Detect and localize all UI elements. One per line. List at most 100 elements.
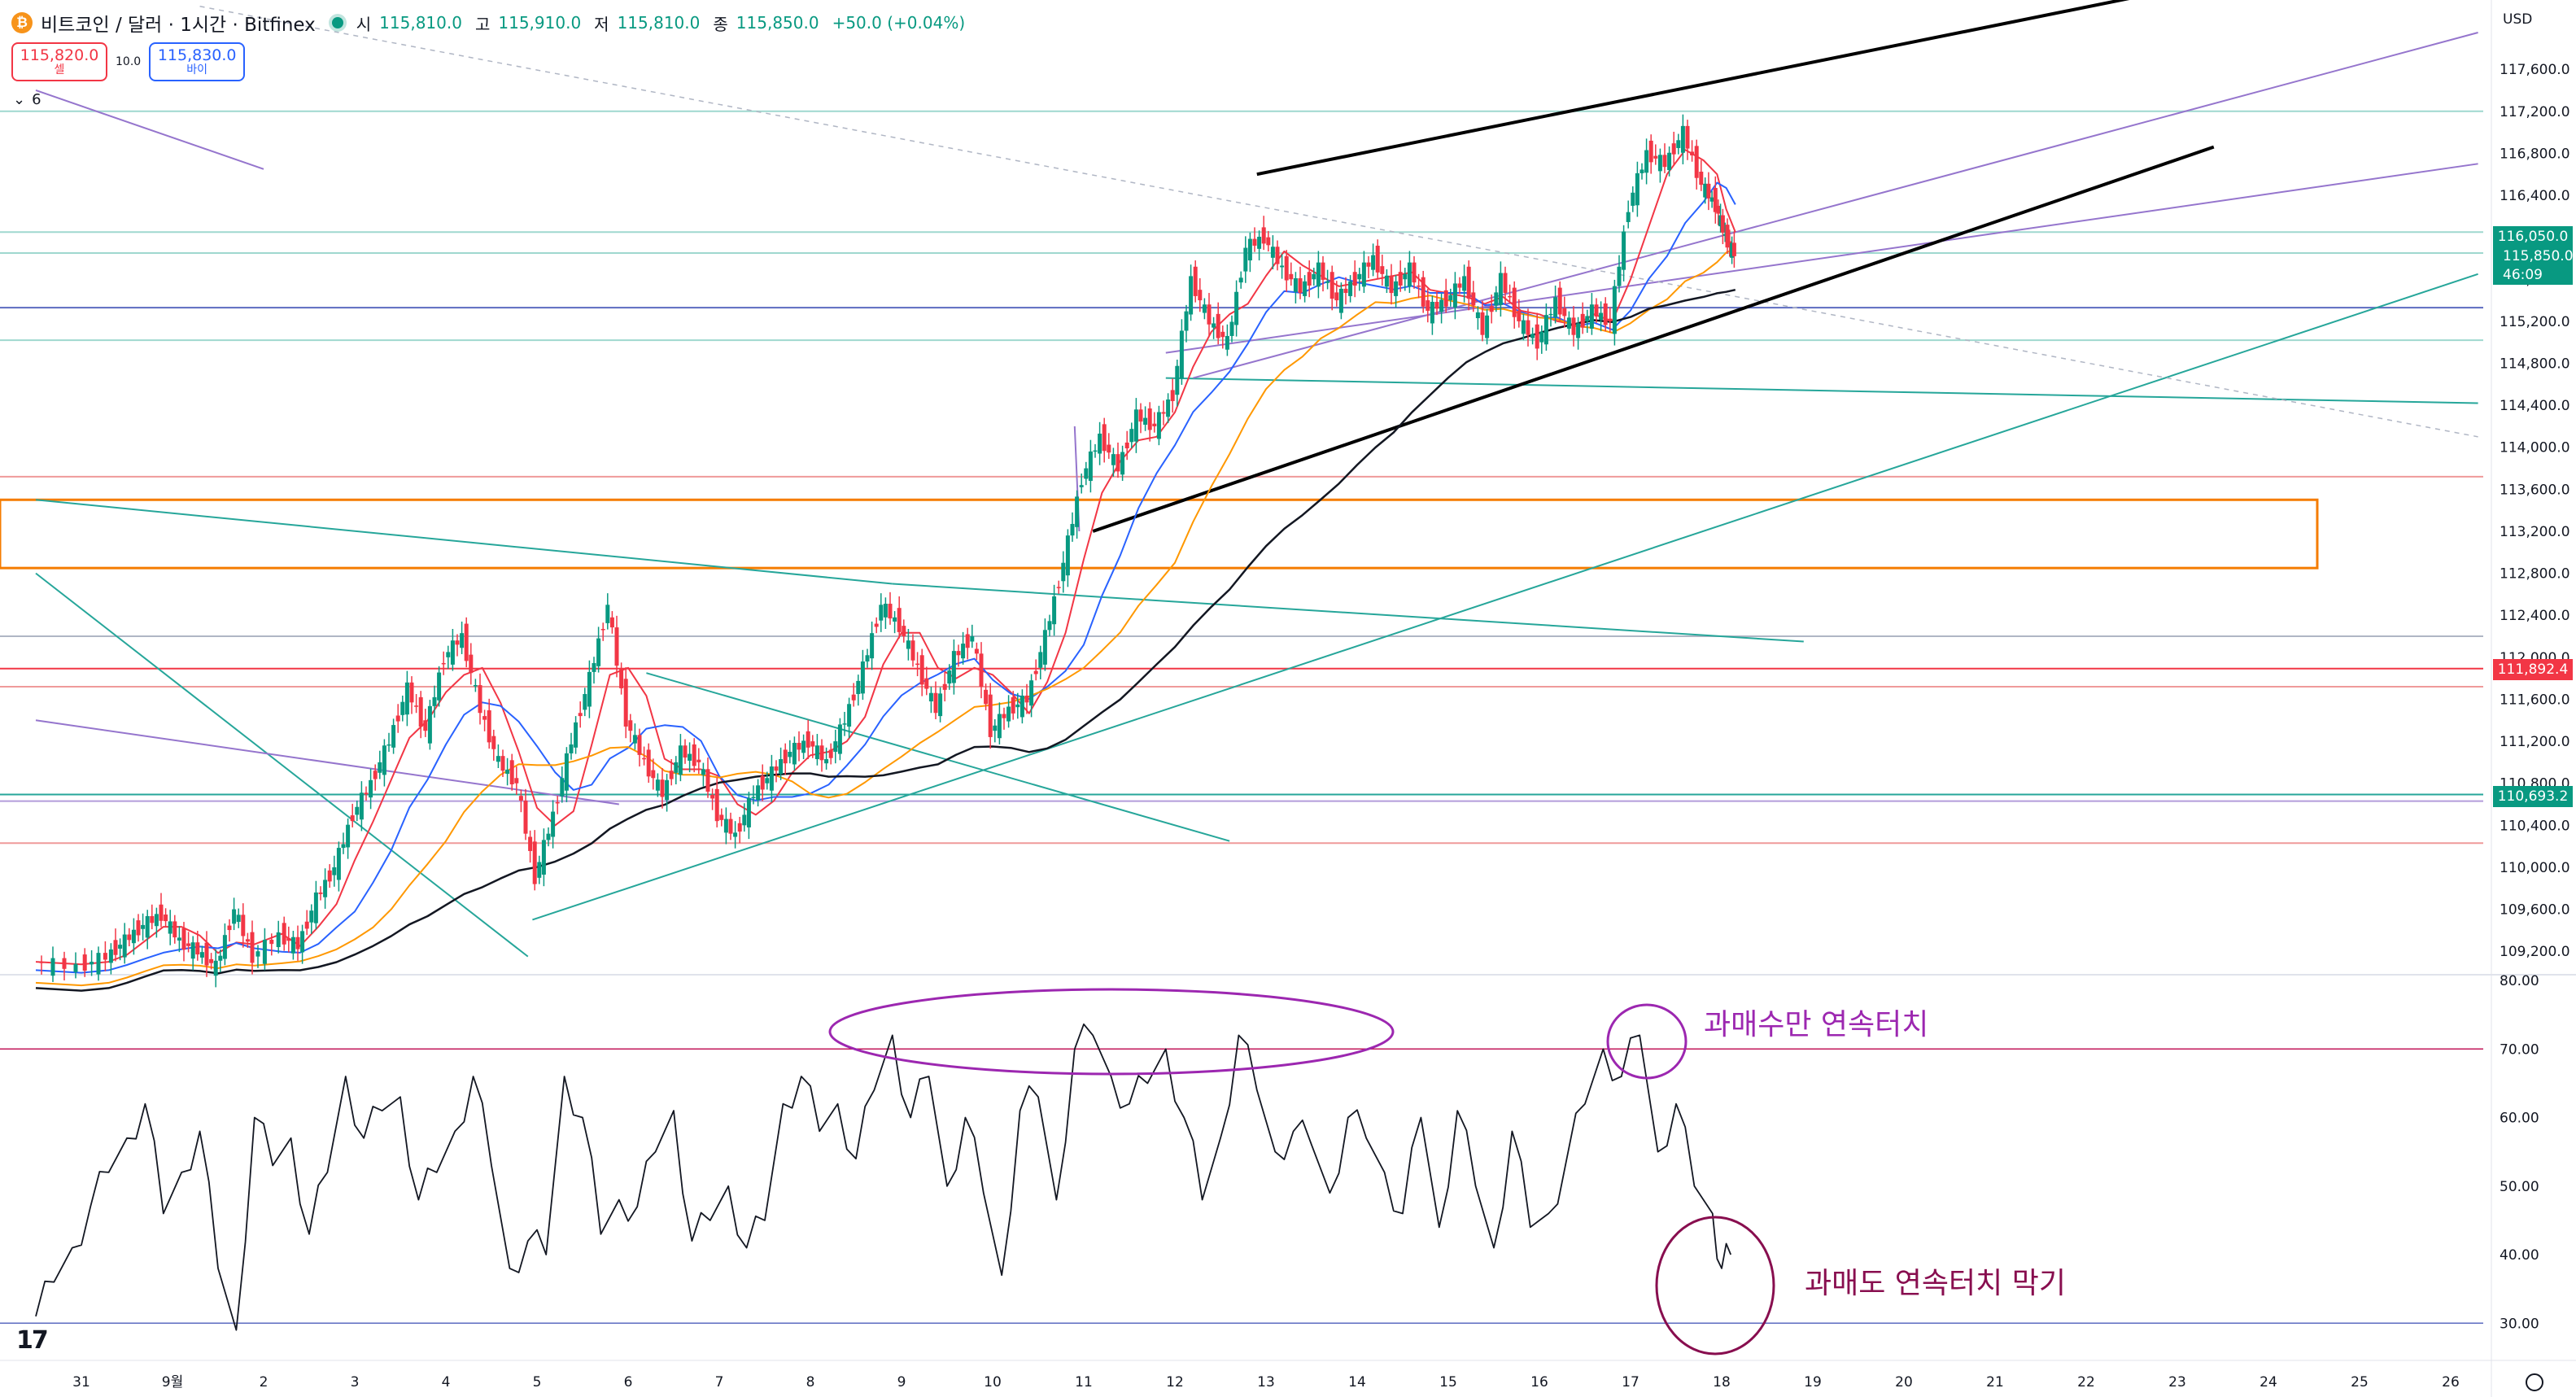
candle-body — [819, 745, 824, 761]
candle-body — [1426, 300, 1430, 311]
trendline-upper-black — [1256, 0, 2130, 177]
trendline-teal-rising — [532, 273, 2478, 921]
candle-body — [1212, 323, 1216, 328]
candle-body — [646, 749, 651, 777]
time-axis-label: 18 — [1713, 1374, 1731, 1390]
candle-body — [614, 627, 619, 666]
open-label: 시 — [356, 14, 372, 34]
candle-body — [870, 633, 875, 659]
candle-body — [1535, 324, 1539, 349]
candle-body — [1517, 310, 1522, 321]
candle-body — [1084, 468, 1089, 479]
candle-body — [355, 806, 360, 815]
candle-body — [1198, 290, 1203, 301]
oversold-ellipse — [1655, 1216, 1775, 1356]
candle-body — [1111, 454, 1116, 465]
candle-body — [765, 778, 770, 784]
trendline-teal-flat — [1165, 377, 2478, 404]
annotation-oversold: 과매도 연속터치 막기 — [1805, 1267, 2066, 1300]
price-axis-label: 112,800.0 — [2500, 566, 2570, 583]
candle-body — [1216, 313, 1220, 338]
candle-body — [806, 731, 810, 748]
candle-body — [1530, 334, 1535, 338]
candle-body — [756, 785, 761, 801]
candle-body — [177, 937, 181, 941]
symbol-title[interactable]: 비트코인 / 달러 · 1시간 · Bitfinex — [41, 15, 316, 36]
settings-gear-icon[interactable] — [2526, 1373, 2543, 1391]
candle-body — [710, 794, 715, 799]
candle-body — [883, 604, 888, 618]
trendline-purple-rising-2 — [1165, 163, 2478, 354]
candle-body — [801, 740, 806, 753]
candle-body — [1129, 429, 1134, 443]
candle-body — [1631, 192, 1635, 206]
tradingview-logo[interactable]: 17 — [16, 1326, 49, 1355]
candle-body — [1161, 412, 1166, 414]
candle-body — [1543, 315, 1548, 345]
currency-selector[interactable]: USD — [2503, 11, 2533, 28]
candle-body — [1252, 238, 1257, 246]
candle-body — [1731, 242, 1736, 256]
candle-body — [1466, 266, 1471, 299]
candle-body — [1011, 696, 1015, 714]
candle-body — [751, 797, 756, 798]
candle-body — [1730, 242, 1735, 258]
indicator-toggle[interactable]: ⌄ 6 — [13, 91, 41, 108]
time-axis-label: 4 — [442, 1374, 451, 1390]
candle-body — [938, 693, 943, 717]
buy-button[interactable]: 115,830.0 바이 — [149, 42, 246, 81]
candle-body — [1430, 302, 1434, 324]
trendline-lower-black — [1092, 145, 2215, 533]
current-price-tag: 115,850.0 46:09 — [2493, 247, 2574, 285]
candle-body — [290, 936, 295, 954]
candle-body — [1270, 247, 1275, 258]
candle-body — [1343, 288, 1348, 294]
candle-body — [1685, 125, 1690, 149]
candle-body — [688, 753, 692, 761]
candle-body — [619, 669, 624, 688]
time-axis-label: 17 — [1622, 1374, 1639, 1390]
candle-body — [997, 714, 1002, 739]
candle-body — [150, 915, 155, 923]
oscillator-axis-label: 40.00 — [2500, 1247, 2539, 1264]
candle-body — [587, 671, 592, 707]
candle-body — [1002, 714, 1006, 718]
candle-body — [1257, 237, 1262, 249]
change-value: +50.0 (+0.04%) — [832, 13, 966, 33]
candle-body — [1361, 262, 1366, 287]
candle-body — [1617, 266, 1622, 286]
candle-body — [1375, 245, 1380, 273]
candle-body — [1047, 621, 1052, 631]
candle-body — [359, 792, 364, 820]
candle-body — [1284, 255, 1289, 281]
candle-body — [1293, 277, 1298, 292]
candle-body — [136, 920, 141, 936]
candle-body — [733, 832, 738, 837]
candle-body — [1508, 295, 1513, 298]
candle-body — [505, 769, 510, 775]
overbought-small-ellipse — [1606, 1003, 1687, 1080]
candle-body — [1571, 317, 1576, 335]
candle-body — [199, 952, 204, 958]
candle-body — [528, 836, 533, 851]
candle-body — [1718, 215, 1723, 227]
candle-body — [1725, 225, 1730, 248]
candle-body — [131, 929, 136, 944]
candle-body — [669, 771, 674, 779]
candle-body — [414, 705, 419, 707]
candle-body — [181, 928, 186, 950]
sell-button[interactable]: 115,820.0 셀 — [11, 42, 107, 81]
candle-body — [1703, 183, 1708, 198]
candle-body — [1247, 238, 1252, 261]
candle-body — [309, 910, 314, 923]
candle-body — [1184, 311, 1189, 331]
candle-body — [1384, 275, 1389, 287]
time-axis-label: 13 — [1257, 1374, 1275, 1390]
candle-body — [574, 722, 579, 748]
price-axis-label: 117,600.0 — [2500, 62, 2570, 78]
candle-body — [910, 640, 915, 661]
candle-body — [692, 744, 696, 766]
candle-body — [774, 766, 779, 771]
candle-body — [665, 779, 670, 801]
